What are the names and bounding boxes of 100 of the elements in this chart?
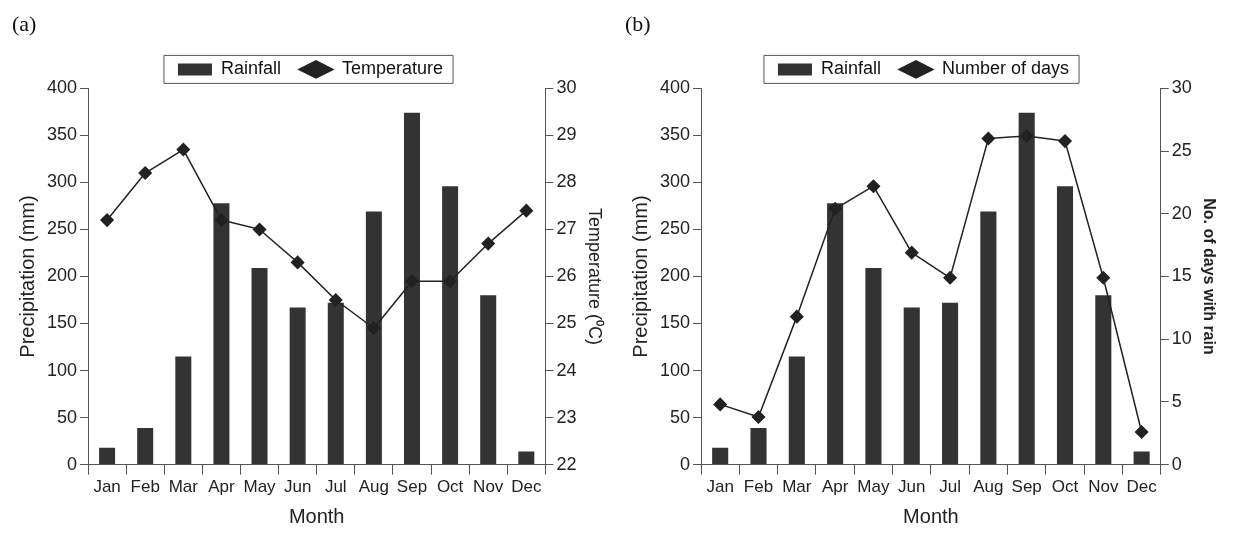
y-tick-label: 300 (659, 171, 691, 192)
x-tick-label: Jun (283, 477, 312, 497)
point (866, 179, 881, 193)
y-tick-label: 200 (659, 265, 691, 286)
bar (903, 307, 920, 465)
bar (712, 447, 729, 465)
bar (788, 356, 805, 465)
y2-axis-title: No. of days with rain (1200, 198, 1218, 355)
y-tick-label: 250 (46, 218, 78, 239)
x-axis-title: Month (288, 504, 345, 527)
y-axis-title: Precipitation (mm) (15, 195, 38, 358)
point (943, 271, 957, 285)
point (329, 293, 343, 307)
y-tick-label: 150 (659, 312, 691, 333)
x-tick-label: Oct (1051, 477, 1079, 497)
y-tick-label: 100 (659, 359, 691, 380)
legend-label: Rainfall (220, 58, 281, 79)
bar (1018, 112, 1035, 465)
bar (865, 268, 882, 465)
x-tick-label: Apr (208, 477, 235, 497)
y2-tick-label: 20 (1171, 202, 1192, 223)
bar (289, 307, 306, 465)
y2-tick-label: 15 (1171, 265, 1192, 286)
point (443, 274, 457, 288)
y2-tick-label: 25 (556, 312, 577, 333)
point (290, 255, 305, 270)
point (519, 203, 534, 218)
bar (403, 112, 420, 465)
y-tick-label: 400 (46, 77, 78, 98)
x-tick-label: Jun (898, 477, 926, 497)
bar (442, 186, 459, 465)
bar (480, 295, 497, 465)
bar (827, 203, 844, 465)
point (828, 202, 842, 216)
point (252, 222, 267, 237)
x-tick-label: Feb (130, 477, 160, 497)
y2-tick-label: 28 (556, 171, 577, 192)
bar (1056, 186, 1074, 465)
bar (518, 451, 535, 465)
y2-tick-label: 30 (1171, 77, 1192, 98)
y-tick-label: 300 (46, 171, 78, 192)
x-tick-label: Sep (1011, 477, 1042, 497)
bar (99, 447, 116, 465)
legend-label: Number of days (941, 58, 1070, 79)
x-tick-label: May (857, 477, 890, 497)
x-tick-label: Aug (358, 477, 389, 497)
y2-tick-label: 5 (1171, 390, 1182, 411)
point (1058, 134, 1072, 148)
x-tick-label: Feb (743, 477, 774, 497)
bar (942, 302, 959, 465)
x-tick-label: May (243, 477, 277, 497)
point (176, 142, 191, 157)
y2-tick-label: 10 (1171, 328, 1192, 349)
y2-tick-label: 29 (556, 124, 577, 145)
y-tick-label: 100 (46, 359, 78, 380)
bar (1133, 451, 1150, 465)
point (214, 213, 229, 227)
point (905, 245, 919, 260)
x-tick-label: Nov (473, 477, 504, 497)
y2-tick-label: 27 (556, 218, 577, 239)
point (1096, 271, 1111, 285)
bar (1095, 295, 1112, 465)
x-tick-label: Dec (1126, 477, 1158, 497)
y2-tick-label: 0 (1171, 453, 1182, 474)
bar (137, 427, 154, 465)
y-axis-title: Precipitation (mm) (628, 195, 651, 358)
y-tick-label: 350 (659, 124, 691, 145)
y-tick-label: 400 (659, 77, 691, 98)
legend-label: Temperature (341, 58, 444, 79)
point (790, 309, 804, 324)
point (1134, 425, 1149, 439)
y2-tick-label: 26 (556, 265, 577, 286)
x-tick-label: Nov (1088, 477, 1119, 497)
legend-label: Rainfall (820, 58, 881, 79)
y-tick-label: 200 (46, 265, 78, 286)
x-tick-label: Aug (973, 477, 1004, 497)
y2-tick-label: 23 (556, 406, 577, 427)
bar (980, 211, 997, 465)
y-tick-label: 50 (670, 406, 691, 427)
y-tick-label: 0 (680, 453, 691, 474)
x-axis-title: Month (903, 504, 959, 527)
point (981, 131, 996, 146)
y2-axis-title: Temperature (⁰C) (585, 207, 606, 346)
x-tick-label: Mar (782, 477, 812, 497)
point (481, 236, 495, 251)
x-tick-label: Jul (324, 477, 347, 497)
y2-tick-label: 25 (1171, 140, 1192, 161)
y2-tick-label: 30 (556, 77, 577, 98)
point (405, 274, 419, 288)
bar (327, 302, 344, 465)
point (713, 397, 727, 412)
x-tick-label: Sep (396, 477, 428, 497)
y-tick-label: 150 (46, 312, 78, 333)
y-tick-label: 0 (67, 453, 78, 474)
x-tick-label: Mar (168, 477, 199, 497)
x-tick-label: Jan (706, 477, 734, 497)
x-tick-label: Jul (939, 477, 961, 497)
point (138, 166, 152, 180)
y-tick-label: 350 (46, 124, 78, 145)
bar (213, 203, 230, 465)
